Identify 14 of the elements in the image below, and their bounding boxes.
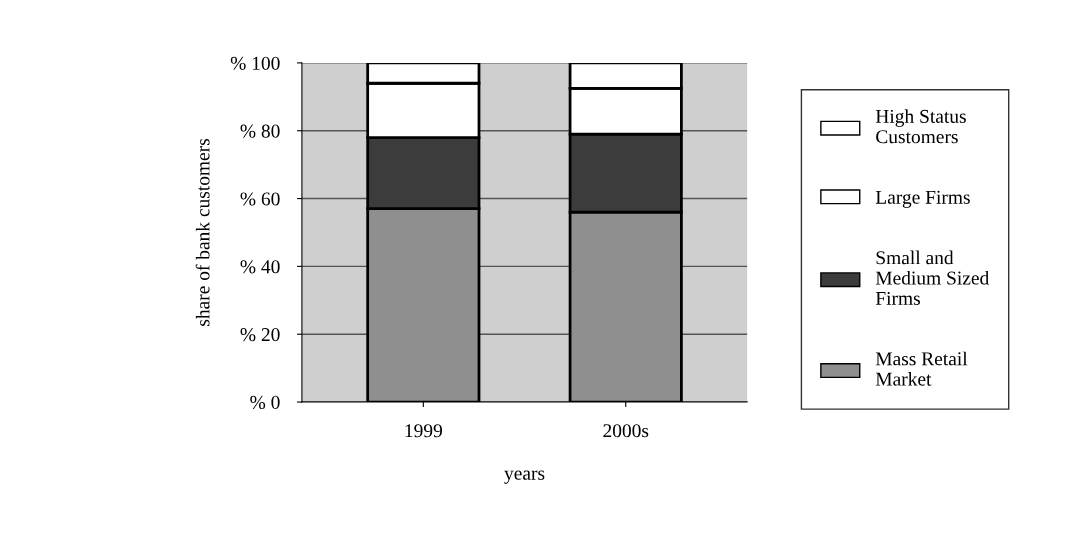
legend-label: High Status Customers (875, 109, 966, 144)
y-tick-label: % 80 (240, 124, 280, 138)
y-axis-title: share of bank customers (195, 138, 210, 326)
y-tick-label: % 100 (230, 56, 280, 70)
x-tick-label: 1999 (405, 424, 442, 438)
y-tick-label: % 60 (240, 192, 280, 206)
y-tick-label: % 20 (240, 328, 280, 342)
y-tick-label: % 40 (240, 260, 280, 274)
x-tick-label: 2000s (603, 424, 649, 438)
legend-label: Mass Retail Market (875, 351, 968, 386)
legend-label: Large Firms (875, 190, 970, 208)
x-axis-title: years (504, 470, 545, 484)
legend-label: Small and Medium Sized Firms (875, 250, 990, 305)
y-tick-label: % 0 (250, 395, 280, 410)
